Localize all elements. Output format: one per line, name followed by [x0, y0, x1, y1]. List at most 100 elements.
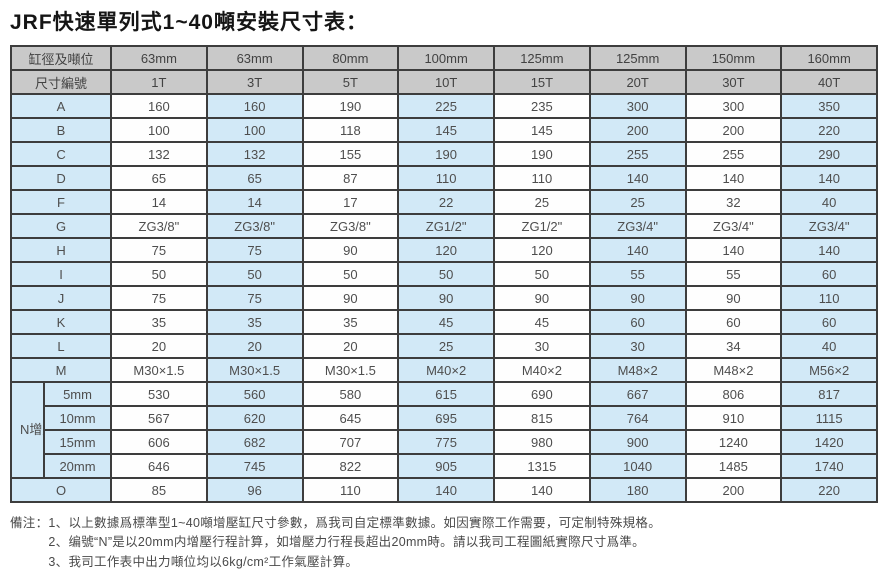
table-cell: 225	[397, 93, 496, 119]
header-cell: 160mm	[780, 45, 879, 71]
table-cell: 200	[684, 477, 783, 503]
table-cell: 160	[205, 93, 304, 119]
table-cell: 40	[780, 189, 879, 215]
table-cell: 707	[301, 429, 400, 455]
table-row: J 75 75 90 90 90 90 90 110	[9, 285, 879, 311]
table-cell: 140	[684, 237, 783, 263]
header-cell: 15T	[493, 69, 591, 95]
row-label: B	[9, 117, 113, 143]
table-cell: 140	[684, 165, 783, 191]
table-cell: 45	[493, 309, 591, 335]
table-cell: 695	[397, 405, 496, 431]
header-cell: 30T	[684, 69, 783, 95]
table-cell: 682	[205, 429, 304, 455]
table-cell: 775	[397, 429, 496, 455]
note-line: 2、编號“N”是以20mm内增壓行程計算，如增壓力行程長超出20mm時。請以我司…	[48, 535, 645, 550]
header-cell: 80mm	[301, 45, 400, 71]
table-cell: 1115	[780, 405, 879, 431]
row-label: G	[9, 213, 113, 239]
table-cell: ZG1/2"	[397, 213, 496, 239]
table-cell: 25	[397, 333, 496, 359]
table-cell: 290	[780, 141, 879, 167]
table-cell: 132	[205, 141, 304, 167]
table-cell: 14	[110, 189, 208, 215]
row-label: H	[9, 237, 113, 263]
table-cell: 1315	[493, 453, 591, 479]
table-row: K 35 35 35 45 45 60 60 60	[9, 309, 879, 335]
table-cell: 50	[205, 261, 304, 287]
header-cell: 100mm	[397, 45, 496, 71]
table-cell: ZG3/8"	[205, 213, 304, 239]
table-row: 10mm 567 620 645 695 815 764 910 1115	[11, 405, 879, 431]
table-cell: ZG3/4"	[684, 213, 783, 239]
table-cell: 190	[301, 93, 400, 119]
table-cell: 200	[684, 117, 783, 143]
table-cell: 900	[588, 429, 687, 455]
table-cell: 180	[588, 477, 687, 503]
table-cell: 1420	[780, 429, 879, 455]
table-cell: 560	[205, 381, 304, 407]
table-cell: 90	[493, 285, 591, 311]
notes: 備注： 1、以上數據爲標準型1~40噸增壓缸尺寸參數，爲我司自定標準數據。如因實…	[10, 514, 879, 572]
table-cell: 30	[588, 333, 687, 359]
table-cell: M56×2	[780, 357, 879, 383]
table-cell: 300	[684, 93, 783, 119]
table-cell: 110	[493, 165, 591, 191]
table-cell: ZG3/8"	[110, 213, 208, 239]
header-cell: 63mm	[110, 45, 208, 71]
table-cell: 140	[588, 237, 687, 263]
table-cell: 745	[205, 453, 304, 479]
table-cell: 45	[397, 309, 496, 335]
table-cell: 50	[301, 261, 400, 287]
table-cell: 160	[110, 93, 208, 119]
table-cell: 255	[684, 141, 783, 167]
table-row: D 65 65 87 110 110 140 140 140	[9, 165, 879, 191]
table-row: A 160 160 190 225 235 300 300 350	[9, 93, 879, 119]
table-cell: 55	[684, 261, 783, 287]
notes-label: 備注：	[10, 516, 49, 530]
table-row: H 75 75 90 120 120 140 140 140	[9, 237, 879, 263]
table-cell: 17	[301, 189, 400, 215]
table-cell: M48×2	[684, 357, 783, 383]
table-cell: 60	[684, 309, 783, 335]
table-cell: 110	[301, 477, 400, 503]
table-cell: 22	[397, 189, 496, 215]
table-cell: 140	[780, 165, 879, 191]
table-cell: 90	[301, 237, 400, 263]
table-cell: 60	[780, 309, 879, 335]
table-cell: M30×1.5	[205, 357, 304, 383]
table-cell: 100	[110, 117, 208, 143]
header-cell: 125mm	[588, 45, 687, 71]
table-cell: 220	[780, 117, 879, 143]
table-cell: 60	[780, 261, 879, 287]
table-row: F 14 14 17 22 25 25 32 40	[9, 189, 879, 215]
table-cell: 132	[110, 141, 208, 167]
table-row: O 85 96 110 140 140 180 200 220	[9, 477, 879, 503]
table-row: I 50 50 50 50 50 55 55 60	[9, 261, 879, 287]
note-line: 3、我司工作表中出力噸位均以6kg/cm²工作氣壓計算。	[48, 554, 359, 569]
table-cell: 200	[588, 117, 687, 143]
table-cell: 620	[205, 405, 304, 431]
table-cell: 90	[684, 285, 783, 311]
table-cell: 530	[110, 381, 208, 407]
header-cell: 125mm	[493, 45, 591, 71]
table-cell: 110	[780, 285, 879, 311]
row-label: 15mm	[42, 429, 113, 455]
note-line: 1、以上數據爲標準型1~40噸增壓缸尺寸參數，爲我司自定標準數據。如因實際工作需…	[48, 516, 662, 530]
page-title: JRF快速單列式1~40噸安裝尺寸表：	[10, 11, 368, 34]
table-cell: 20	[205, 333, 304, 359]
row-label: M	[9, 357, 113, 383]
table-cell: 350	[780, 93, 879, 119]
table-cell: 140	[780, 237, 879, 263]
table-cell: 75	[110, 285, 208, 311]
row-label: O	[9, 477, 113, 503]
table-cell: 35	[301, 309, 400, 335]
table-cell: 90	[301, 285, 400, 311]
table-cell: M40×2	[493, 357, 591, 383]
table-cell: 20	[301, 333, 400, 359]
table-cell: 1040	[588, 453, 687, 479]
table-cell: 235	[493, 93, 591, 119]
table-cell: 690	[493, 381, 591, 407]
